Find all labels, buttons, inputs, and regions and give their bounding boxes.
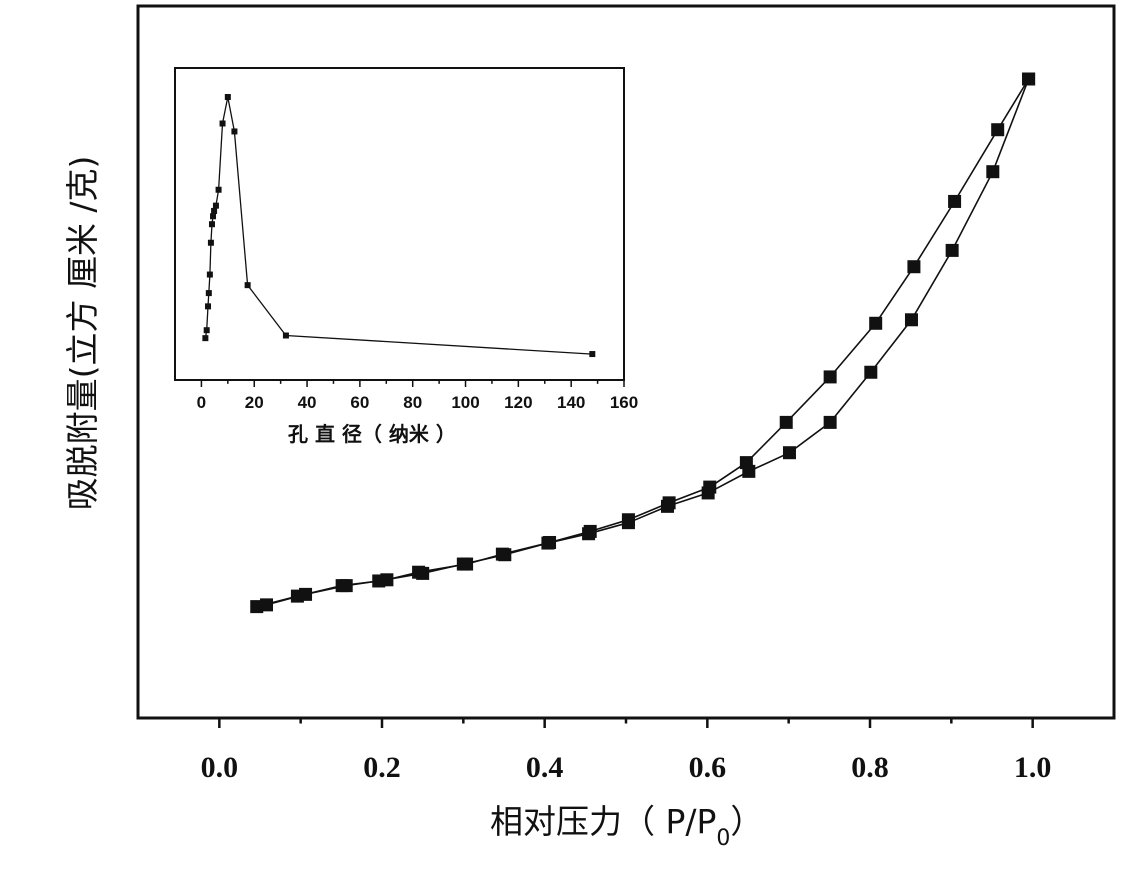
main-series-2-point bbox=[869, 316, 883, 330]
main-y-axis-label: 吸脱附量(立方 厘米 /克) bbox=[63, 156, 102, 511]
main-series-1-point bbox=[782, 446, 796, 460]
inset-series-1-point bbox=[210, 213, 217, 220]
main-series-2-point bbox=[662, 496, 676, 510]
main-series-2-point bbox=[823, 370, 837, 384]
inset-series-1-point bbox=[205, 290, 212, 297]
inset-series-1-point bbox=[231, 128, 238, 135]
inset-series-1-point bbox=[207, 239, 214, 246]
inset-series-1-point bbox=[224, 94, 231, 100]
main-series-2-point bbox=[460, 557, 474, 571]
inset-series-1-point bbox=[202, 335, 209, 342]
main-series-2-point bbox=[380, 573, 394, 587]
inset-series-1-point bbox=[215, 186, 222, 193]
inset-x-ticks: 0 20 40 60 80 100 120 140 160 bbox=[197, 380, 638, 412]
inset-series-1-point bbox=[589, 351, 596, 358]
main-x-tick-label: 0.4 bbox=[526, 751, 564, 784]
inset-x-tick-label: 40 bbox=[298, 393, 317, 412]
main-series-1-point bbox=[986, 165, 1000, 179]
main-series-1-point bbox=[250, 600, 264, 614]
main-series-1-point bbox=[904, 313, 918, 327]
inset-series-1-point bbox=[219, 120, 226, 127]
inset-x-tick-label: 60 bbox=[350, 393, 369, 412]
inset-series-1-point bbox=[244, 282, 251, 289]
main-series-2-point bbox=[991, 123, 1005, 137]
inset-plot-frame bbox=[174, 67, 625, 381]
inset-series-1-point bbox=[282, 332, 289, 339]
main-series-2-point bbox=[1022, 72, 1036, 86]
inset-series-markers bbox=[202, 94, 596, 358]
main-series-2-point bbox=[412, 565, 426, 579]
inset-x-tick-label: 100 bbox=[451, 393, 479, 412]
inset-x-tick-label: 20 bbox=[245, 393, 264, 412]
main-series-2-point bbox=[621, 513, 635, 527]
main-series-1-point bbox=[823, 415, 837, 429]
main-series-2-point bbox=[543, 535, 557, 549]
inset-series-1-point bbox=[203, 327, 210, 334]
main-x-tick-label: 0.2 bbox=[363, 751, 401, 784]
inset-x-tick-label: 160 bbox=[610, 393, 638, 412]
main-x-axis-label: 相对压力（ P/P0） bbox=[490, 802, 763, 851]
main-series-2-point bbox=[703, 480, 717, 494]
inset-series-1-point bbox=[212, 202, 219, 209]
inset-series-1-point bbox=[208, 221, 215, 228]
main-x-tick-label: 0.6 bbox=[689, 751, 727, 784]
inset-x-tick-label: 80 bbox=[403, 393, 422, 412]
main-series-2-point bbox=[495, 547, 509, 561]
main-series-2-point bbox=[948, 194, 962, 208]
main-series-2-point bbox=[907, 260, 921, 274]
main-x-tick-label: 0.8 bbox=[851, 751, 889, 784]
inset-series-1-point bbox=[211, 207, 218, 214]
main-series-markers bbox=[250, 72, 1036, 614]
main-series-2-point bbox=[299, 587, 313, 601]
main-series-2-point bbox=[260, 598, 274, 612]
main-series-2-point bbox=[739, 456, 753, 470]
inset-x-tick-label: 140 bbox=[557, 393, 585, 412]
inset-x-tick-label: 120 bbox=[504, 393, 532, 412]
main-series-2-point bbox=[339, 579, 353, 593]
main-series-1-point bbox=[864, 365, 878, 379]
inset-x-tick-label: 0 bbox=[197, 393, 206, 412]
inset-series-1-point bbox=[205, 303, 212, 310]
main-series-1-point bbox=[945, 243, 959, 257]
inset-x-axis-label: 孔 直 径（ 纳米 ） bbox=[288, 422, 456, 446]
main-series-2-point bbox=[583, 524, 597, 538]
main-x-tick-label: 1.0 bbox=[1014, 751, 1052, 784]
main-x-axis-label-subscript: 0 bbox=[716, 826, 730, 851]
main-x-ticks: 0.0 0.2 0.4 0.6 0.8 1.0 bbox=[201, 718, 1052, 784]
main-series-2-point bbox=[779, 415, 793, 429]
main-x-tick-label: 0.0 bbox=[201, 751, 239, 784]
inset-series-1-point bbox=[206, 271, 213, 278]
